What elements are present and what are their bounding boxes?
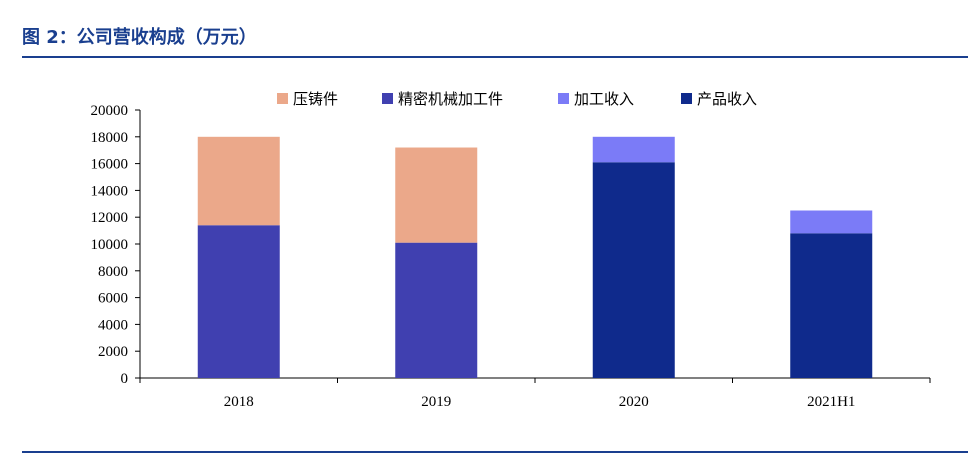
- legend-label: 精密机械加工件: [398, 90, 503, 108]
- y-tick-label: 18000: [91, 130, 129, 146]
- y-tick-label: 6000: [98, 291, 128, 307]
- x-tick-label: 2020: [619, 394, 649, 410]
- bar-segment: [395, 147, 478, 243]
- bar-segment: [790, 210, 873, 234]
- bar-segment: [592, 162, 675, 378]
- legend-swatch: [382, 93, 393, 104]
- y-tick-label: 2000: [98, 344, 128, 360]
- y-tick-label: 16000: [91, 157, 129, 173]
- y-tick-label: 20000: [91, 103, 129, 119]
- y-tick-label: 4000: [98, 317, 128, 333]
- figure-title: 图 2：公司营收构成（万元）: [22, 27, 257, 48]
- legend-label: 压铸件: [293, 90, 338, 108]
- legend-swatch: [277, 93, 288, 104]
- y-tick-label: 14000: [91, 183, 129, 199]
- bar-segment: [197, 225, 280, 378]
- y-tick-label: 12000: [91, 210, 129, 226]
- bar-segment: [592, 136, 675, 163]
- header-divider: [22, 56, 968, 58]
- footer-divider: [22, 451, 968, 453]
- legend-label: 加工收入: [574, 90, 634, 108]
- legend-swatch: [558, 93, 569, 104]
- x-tick-label: 2018: [224, 394, 254, 410]
- y-tick-label: 8000: [98, 264, 128, 280]
- bar-segment: [790, 233, 873, 378]
- bar-segment: [395, 242, 478, 378]
- legend-label: 产品收入: [697, 90, 757, 108]
- legend-swatch: [681, 93, 692, 104]
- x-tick-label: 2019: [421, 394, 451, 410]
- y-tick-label: 10000: [91, 237, 129, 253]
- figure-header: 图 2：公司营收构成（万元）: [0, 0, 978, 58]
- y-tick-label: 0: [121, 371, 129, 387]
- x-tick-label: 2021H1: [807, 394, 855, 410]
- bar-segment: [197, 136, 280, 226]
